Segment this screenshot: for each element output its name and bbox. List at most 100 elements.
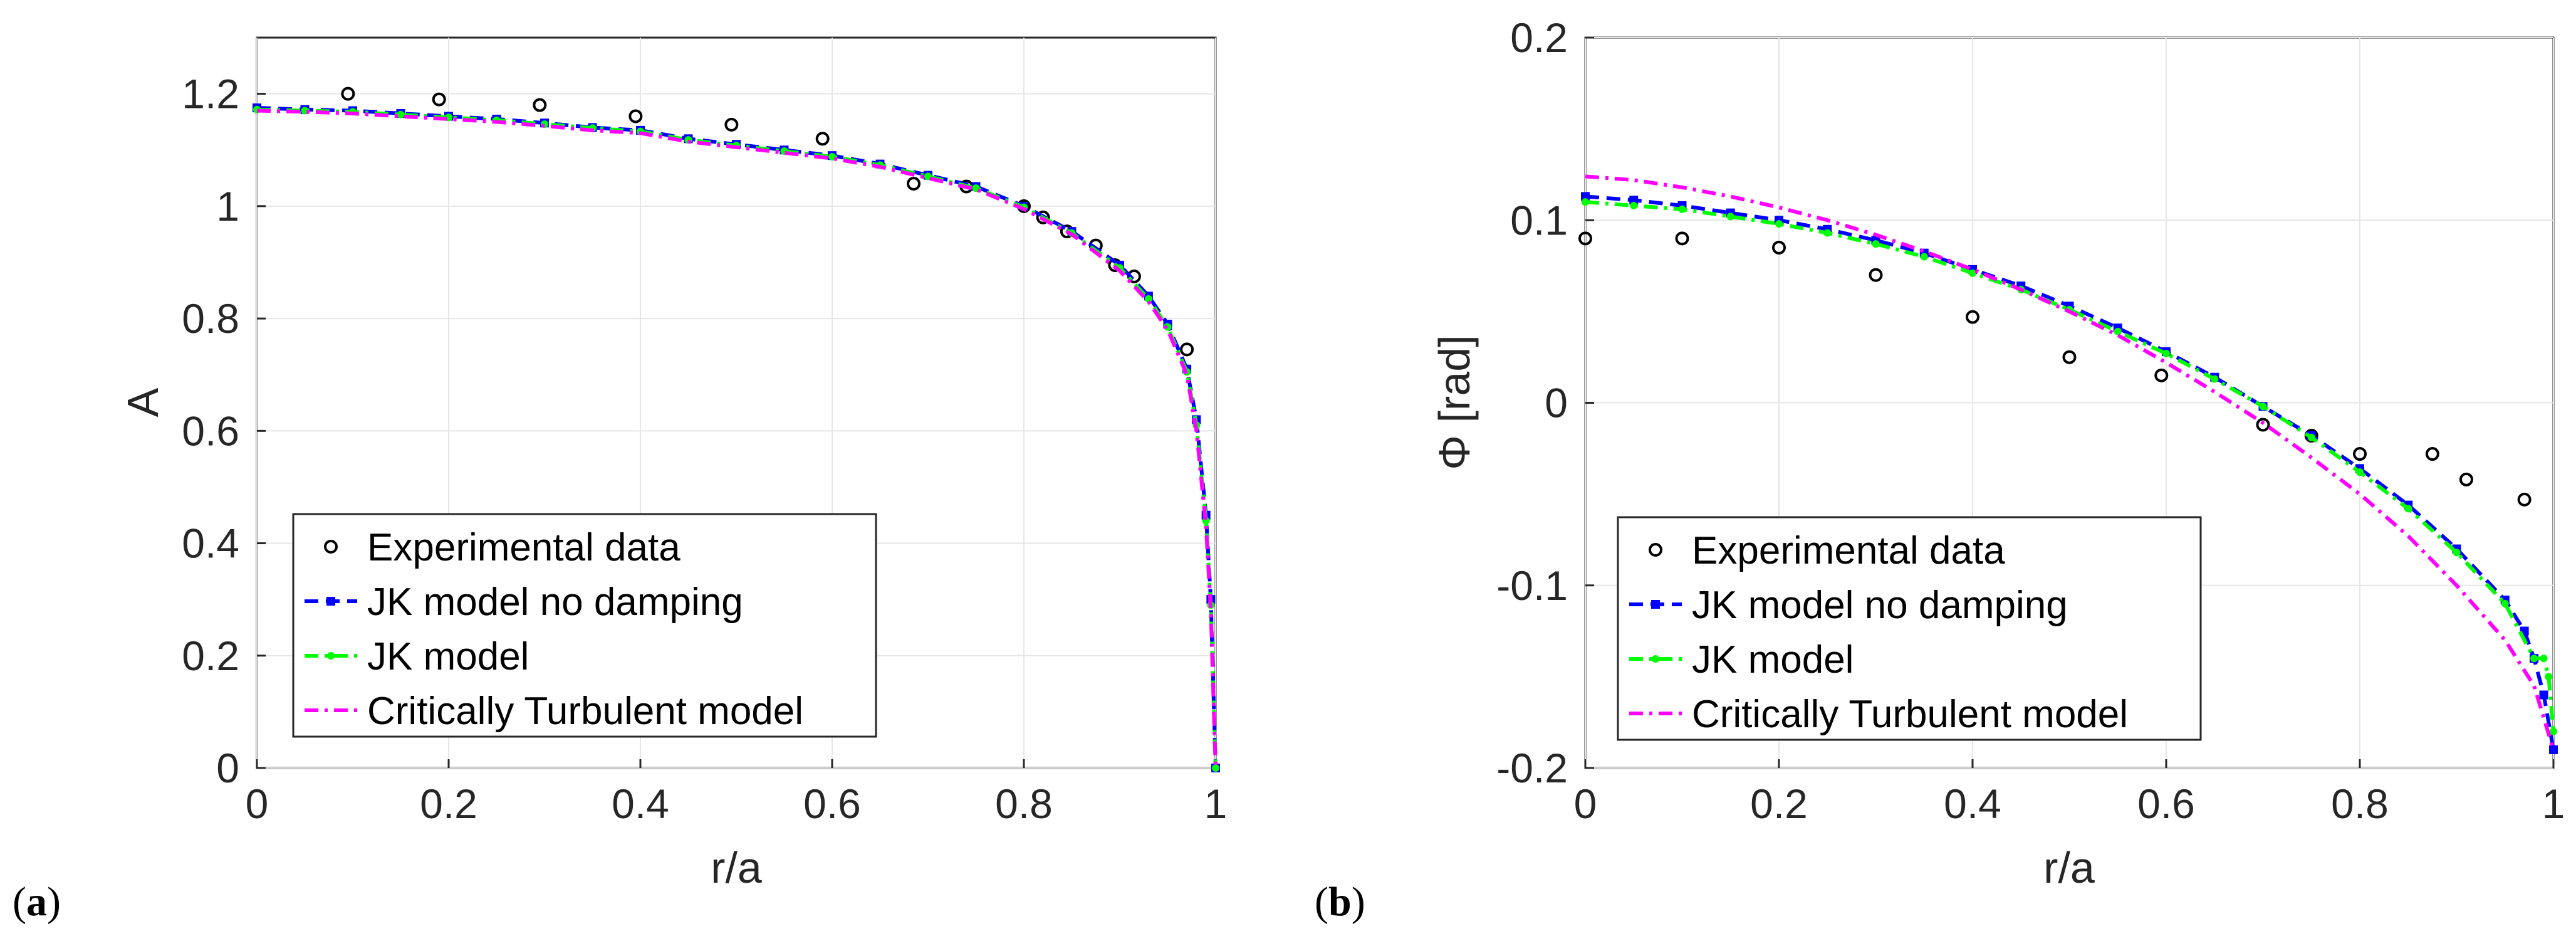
legend-label: JK model no damping [1692,584,2068,627]
data-point [907,177,921,191]
data-point [2530,655,2538,663]
y-tick-label: 0.8 [182,295,239,342]
legend-label: Experimental data [367,526,681,569]
legend-entry: JK model [305,635,529,678]
series-line [1585,174,2555,750]
data-point [1630,201,1638,209]
data-point [2540,655,2548,663]
data-point [432,92,446,107]
legend-box [1617,516,2202,741]
y-tick-label: 0.2 [182,633,239,679]
legend-box [292,513,877,738]
data-point [397,110,405,118]
y-tick-label: 0.6 [182,408,239,454]
data-point [1966,310,1979,324]
y-tick-label: 0 [216,745,239,791]
y-axis-label-a: A [118,387,167,417]
series-critically-turbulent-model [256,108,1218,769]
data-point [1823,229,1832,237]
legend-marker [326,597,335,606]
series-critically-turbulent-model [1585,174,2555,750]
data-point [815,132,830,146]
data-point [2517,492,2532,507]
data-point [1582,198,1589,206]
data-point [1726,213,1734,221]
data-point [2545,673,2553,681]
y-tick-label: -0.1 [1496,562,1568,609]
x-tick-label: 1 [2542,781,2565,827]
data-point [2425,447,2439,461]
data-point [1869,268,1883,282]
legend-marker [1652,655,1659,663]
data-point [1872,240,1880,248]
series-line [256,108,1218,769]
x-tick-label: 0.6 [2137,781,2195,827]
x-tick-label: 0.6 [803,781,861,827]
y-tick-label: 1 [216,183,239,229]
chart-panel-b: 0 0.2 0.4 0.6 0.8 1 -0.2 -0.1 0 0.1 0.2 r/a Φ [rad… [1315,14,2565,925]
legend-label: Critically Turbulent model [1692,693,2128,736]
data-point [1212,764,1219,772]
x-tick-label: 0.8 [995,781,1053,827]
legend-label: JK model [1692,638,1854,681]
legend-label: JK model no damping [367,581,743,624]
y-tick-label: 0.4 [182,520,239,567]
data-point [2259,402,2267,411]
legend-marker [1649,543,1662,557]
data-point [1969,269,1976,277]
data-point [2162,349,2170,357]
y-tick-label: 0.1 [1510,197,1568,243]
y-tick-label: -0.2 [1496,745,1568,791]
legend-entry: JK model no damping [305,581,743,624]
x-tick-label: 0.8 [2331,781,2389,827]
series-line [1585,200,2555,732]
legend-marker [324,540,338,554]
data-point [1180,342,1194,357]
series-experimental-data [1578,231,2532,507]
data-point [2539,690,2548,700]
legend-label: Critically Turbulent model [367,690,803,733]
data-point [533,98,547,112]
data-point [1678,205,1686,213]
legend-entry: Experimental data [324,526,681,569]
y-tick-label: 0 [1545,380,1568,426]
legend-label: Experimental data [1692,529,2005,572]
data-point [628,109,643,124]
series-b [1578,174,2558,754]
data-point [1675,231,1689,246]
data-point [341,87,355,101]
data-point [2501,599,2509,607]
x-tick-label: 1 [1204,781,1228,827]
legend-b: Experimental data JK model no damping JK m… [1617,516,2202,741]
data-point [2550,727,2557,735]
data-point [2307,433,2315,441]
x-axis-label-b: r/a [2043,843,2095,892]
data-point [2459,472,2473,486]
x-tick-label: 0 [246,781,269,827]
data-point [1772,240,1786,255]
x-tick-label: 0.4 [1944,781,2001,827]
data-point [1578,231,1592,246]
data-point [724,117,739,132]
chart-panel-a: 0 0.2 0.4 0.6 0.8 1 0 0.2 0.4 0.6 0.8 1 1.2 r/a A Ex… [13,36,1228,925]
legend-marker [1651,600,1660,609]
data-point [2353,447,2367,461]
legend-entry: Experimental data [1649,529,2005,572]
x-axis-label-a: r/a [711,843,762,892]
data-point [1036,210,1050,224]
y-tick-label: 0.2 [1510,14,1568,61]
series-a [253,87,1220,772]
legend-entry: JK model [1629,638,1854,681]
y-tick-label: 1.2 [182,71,239,117]
data-point [2404,505,2412,513]
data-point [2114,327,2122,335]
series-jk-model [1582,198,2557,735]
data-point [2453,549,2461,557]
x-tick-label: 0 [1574,781,1597,827]
ticks-b: 0 0.2 0.4 0.6 0.8 1 -0.2 -0.1 0 0.1 0.2 [1496,14,2565,827]
x-tick-label: 0.2 [420,781,477,827]
data-point [2062,350,2077,364]
legend-marker [327,652,335,660]
legend-entry: Critically Turbulent model [1629,693,2128,736]
